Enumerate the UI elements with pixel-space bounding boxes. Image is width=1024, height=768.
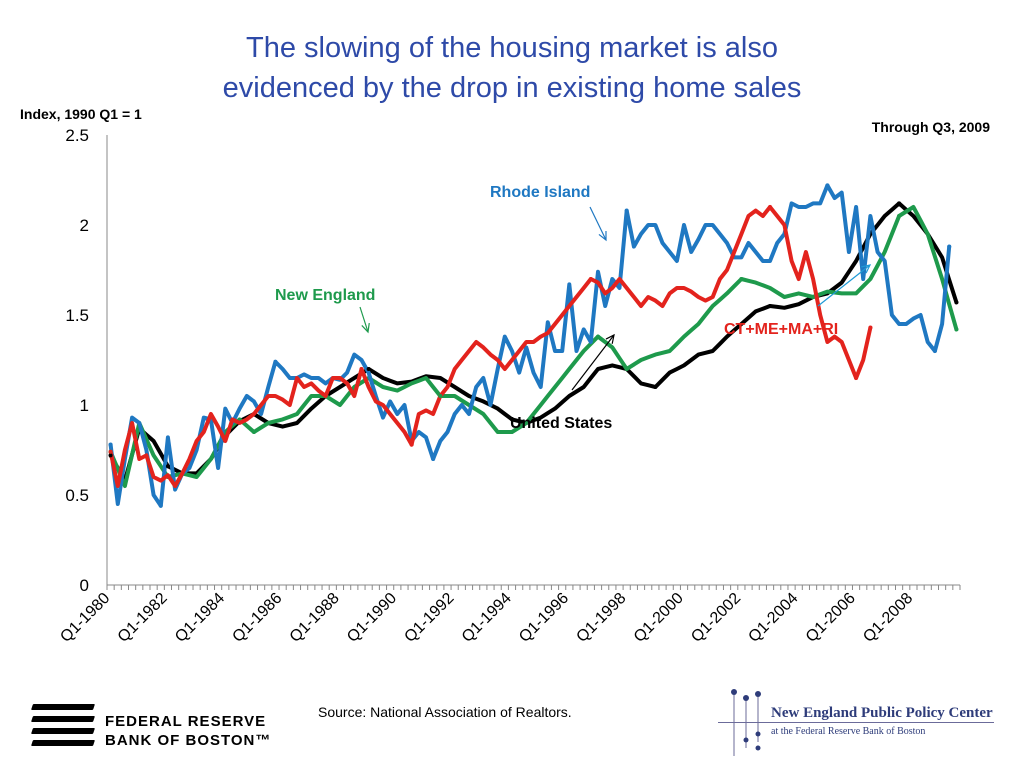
arrow-ct-me-ma-ri	[817, 264, 871, 307]
data-point	[825, 183, 830, 188]
arrow-rhode-island	[589, 206, 607, 241]
data-point	[173, 484, 178, 488]
frb-logo-text: FEDERAL RESERVE BANK OF BOSTON™	[105, 712, 271, 750]
series-line-ct-me-ma-ri	[108, 205, 873, 488]
data-point	[359, 367, 364, 371]
data-point	[947, 244, 952, 249]
series-points	[108, 183, 959, 508]
x-tick-label: Q1-1986	[229, 590, 285, 646]
data-point	[653, 385, 658, 389]
x-tick-label: Q1-1994	[459, 590, 515, 646]
x-tick-label: Q1-1988	[287, 590, 343, 646]
data-point	[768, 205, 773, 209]
data-point	[273, 359, 278, 364]
annotations: Rhode Island New England CT+ME+MA+RI United…	[275, 184, 872, 432]
line-chart: 00.511.522.5 Q1-1980 Q1-1982 Q1-1984 Q1-198…	[57, 126, 961, 646]
annotation-new-england: New England	[275, 287, 375, 304]
x-tick-label: Q1-1984	[172, 590, 228, 646]
x-axis: Q1-1980 Q1-1982 Q1-1984 Q1-1986 Q1-1988 Q1-19…	[57, 584, 961, 646]
y-tick-label: 0.5	[65, 486, 89, 505]
neppc-subtitle: at the Federal Reserve Bank of Boston	[771, 726, 926, 737]
x-tick-label: Q1-2008	[860, 590, 916, 646]
series-lines	[108, 183, 959, 508]
data-point	[431, 457, 436, 461]
y-tick-label: 2	[80, 216, 89, 235]
series-line-rhode-island	[108, 183, 952, 508]
annotation-ct-me-ma-ri: CT+ME+MA+RI	[724, 321, 838, 338]
data-point	[624, 208, 629, 213]
data-point	[897, 201, 902, 206]
neppc-logo-mark	[731, 689, 761, 756]
data-point	[588, 277, 593, 281]
arrow-ct-me-ma-ri-head	[861, 264, 872, 274]
data-point	[854, 376, 859, 380]
arrow-united-states	[571, 334, 615, 391]
x-tick-label: Q1-2006	[803, 590, 859, 646]
x-tick-label: Q1-2002	[688, 590, 744, 646]
arrow-new-england-head	[361, 323, 370, 334]
x-tick-label: Q1-2004	[745, 590, 801, 646]
data-point	[438, 394, 443, 398]
index-note: Index, 1990 Q1 = 1	[20, 106, 142, 122]
y-axis: 0 0.5 1 1.5 2 2.5	[65, 126, 108, 595]
source-note: Source: National Association of Realtors…	[318, 704, 572, 720]
y-tick-label: 1.5	[65, 306, 89, 325]
x-tick-label: Q1-1992	[401, 590, 457, 646]
data-point	[108, 453, 113, 458]
data-point	[596, 334, 601, 339]
frb-logo-line2: BANK OF BOSTON™	[105, 732, 272, 749]
slide-title-line2: evidenced by the drop in existing home s…	[222, 72, 802, 104]
data-point	[739, 277, 744, 281]
data-point	[509, 417, 514, 422]
x-tick-label: Q1-1998	[573, 590, 629, 646]
neppc-name: New England Public Policy Center	[771, 705, 993, 721]
through-note: Through Q3, 2009	[871, 119, 990, 135]
arrow-new-england	[359, 306, 369, 333]
x-tick-label: Q1-1996	[516, 590, 572, 646]
data-point	[868, 325, 873, 330]
data-point	[366, 367, 371, 371]
data-point	[165, 464, 170, 469]
data-point	[108, 449, 113, 454]
annotation-united-states: United States	[510, 415, 612, 432]
data-point	[158, 503, 163, 508]
frb-logo-mark	[31, 702, 96, 752]
frb-logo: FEDERAL RESERVE BANK OF BOSTON™	[31, 702, 302, 752]
arrow-rhode-island-head	[598, 230, 607, 242]
x-tick-label: Q1-1990	[344, 590, 400, 646]
slide-title-line1: The slowing of the housing market is als…	[246, 32, 778, 64]
data-point	[897, 214, 902, 218]
data-point	[954, 300, 959, 305]
y-tick-label: 0	[80, 576, 89, 595]
x-tick-label: Q1-2000	[631, 590, 687, 646]
neppc-logo: New England Public Policy Center at the …	[714, 686, 1004, 758]
slide-title: The slowing of the housing market is als…	[0, 28, 1024, 108]
series-line-new-england	[108, 205, 959, 488]
annotation-rhode-island: Rhode Island	[490, 184, 590, 201]
neppc-divider	[718, 722, 994, 723]
data-point	[954, 327, 959, 332]
data-point	[251, 430, 256, 434]
y-tick-label: 2.5	[65, 126, 89, 145]
x-tick-label: Q1-1980	[57, 590, 113, 646]
data-point	[768, 304, 773, 308]
data-point	[932, 349, 937, 353]
data-point	[409, 442, 414, 447]
data-point	[108, 442, 113, 447]
frb-logo-line1: FEDERAL RESERVE	[105, 713, 267, 730]
y-tick-label: 1	[80, 396, 89, 415]
x-tick-label: Q1-1982	[115, 590, 171, 646]
arrow-united-states-head	[605, 333, 615, 344]
